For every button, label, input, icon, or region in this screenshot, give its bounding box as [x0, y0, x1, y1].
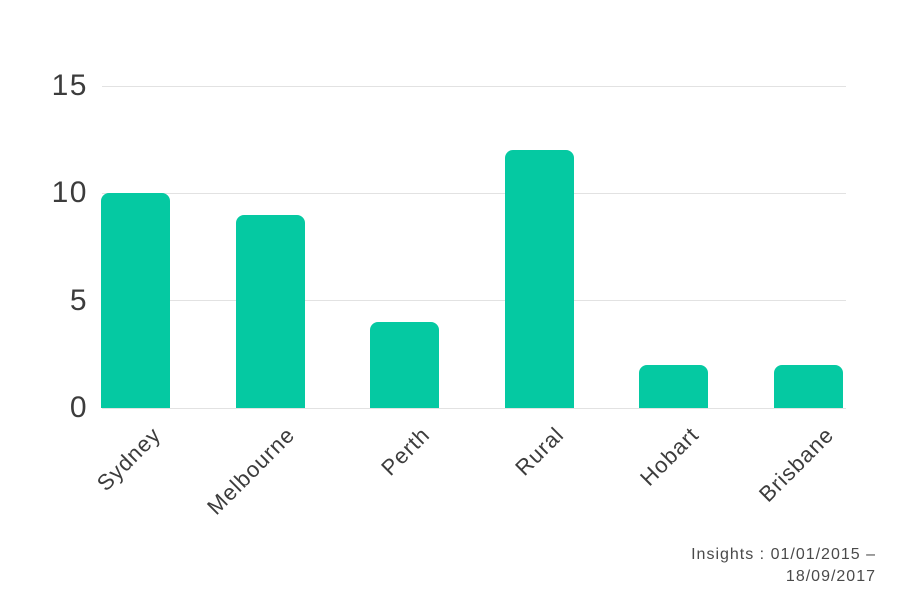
gridline-5	[102, 300, 846, 302]
insights-note: Insights : 01/01/2015 – 18/09/2017	[691, 544, 876, 588]
gridline-0	[102, 407, 846, 409]
insights-note-line1: Insights : 01/01/2015 –	[691, 546, 876, 563]
y-tick-label-15: 15	[51, 69, 88, 102]
bar-sydney[interactable]	[101, 193, 170, 408]
y-tick-label-0: 0	[69, 391, 88, 424]
bar-melbourne[interactable]	[235, 214, 305, 408]
gridline-10	[102, 192, 846, 194]
bar-brisbane[interactable]	[774, 365, 843, 408]
bar-perth[interactable]	[370, 322, 440, 408]
bar-hobart[interactable]	[639, 365, 709, 408]
gridline-15	[102, 85, 846, 87]
insights-note-line2: 18/09/2017	[785, 568, 876, 585]
bar-rural[interactable]	[504, 150, 574, 408]
y-tick-label-10: 10	[51, 176, 88, 210]
y-tick-label-5: 5	[69, 283, 88, 317]
